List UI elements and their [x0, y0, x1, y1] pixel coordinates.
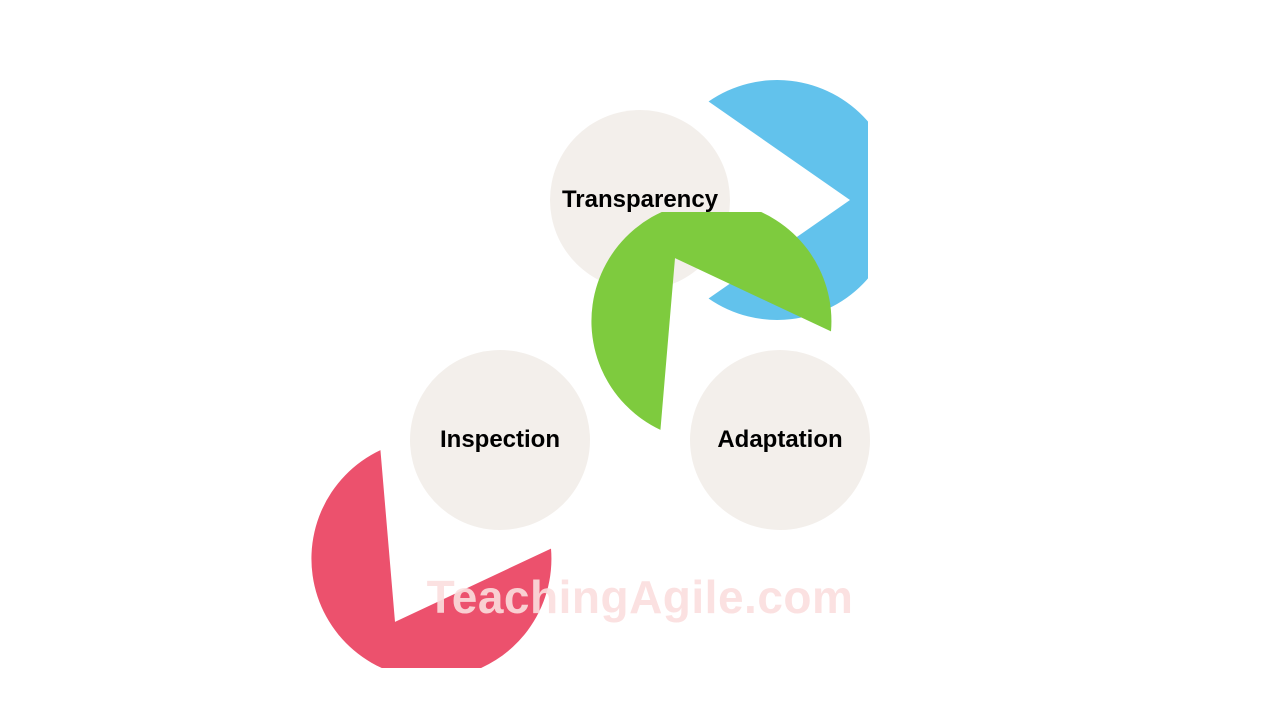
- label-adaptation: Adaptation: [717, 426, 842, 454]
- label-inspection: Inspection: [440, 426, 560, 454]
- diagram-stage: TeachingAgile.com Transparency Inspectio…: [0, 0, 1280, 720]
- label-transparency: Transparency: [562, 186, 718, 214]
